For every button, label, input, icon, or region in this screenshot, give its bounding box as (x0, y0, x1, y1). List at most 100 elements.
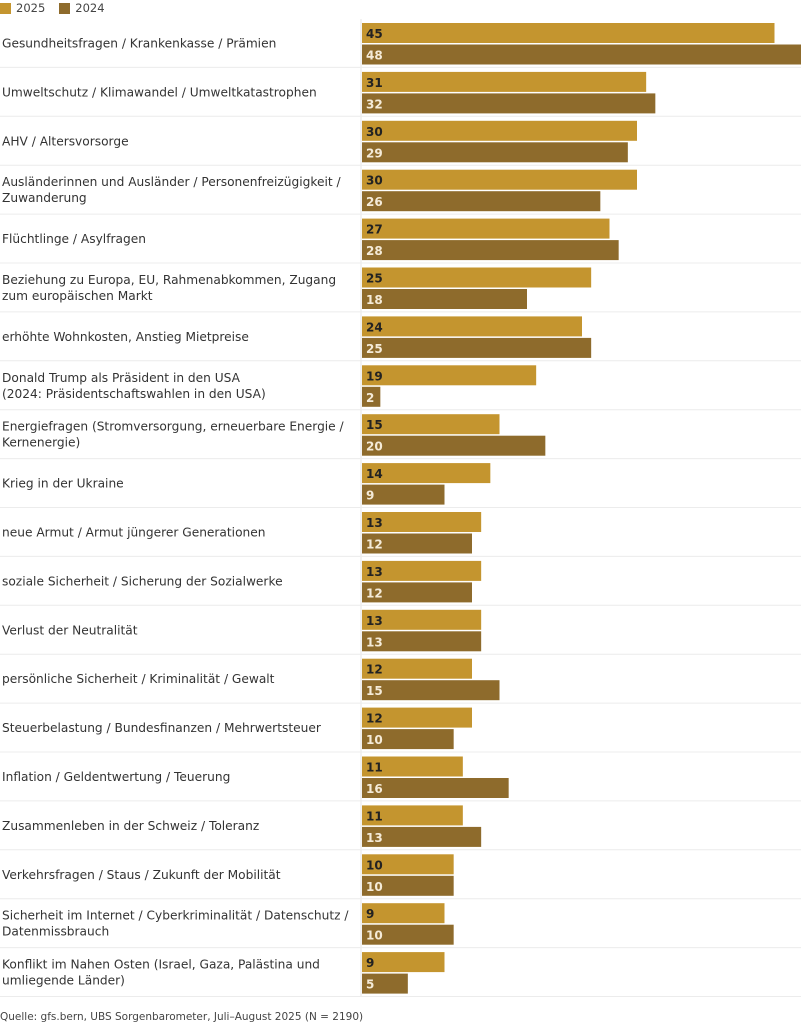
bar-2024 (362, 142, 628, 163)
source-note: Quelle: gfs.bern, UBS Sorgenbarometer, J… (0, 1011, 364, 1023)
bar-2025 (362, 71, 647, 92)
data-label-2025: 12 (366, 663, 383, 677)
category-label-line: Donald Trump als Präsident in den USA (2, 371, 241, 385)
bar-2025 (362, 218, 610, 239)
bar-2025 (362, 316, 582, 337)
category-label-line: (2024: Präsidentschaftswahlen in den USA… (2, 387, 266, 401)
bar-2024 (362, 680, 500, 701)
bar-2024 (362, 240, 619, 261)
category-label: Zusammenleben in der Schweiz / Toleranz (2, 819, 259, 833)
bar-2025 (362, 805, 463, 826)
data-label-2025: 11 (366, 809, 383, 823)
data-label-2024: 32 (366, 97, 383, 111)
data-label-2025: 15 (366, 418, 383, 432)
data-label-2024: 28 (366, 244, 383, 258)
category-label: Sicherheit im Internet / Cyberkriminalit… (2, 909, 349, 939)
category-label-line: Krieg in der Ukraine (2, 477, 124, 491)
data-label-2025: 12 (366, 712, 383, 726)
category-label: Flüchtlinge / Asylfragen (2, 232, 146, 246)
data-label-2024: 29 (366, 146, 383, 160)
data-label-2024: 48 (366, 49, 383, 63)
category-label: Konflikt im Nahen Osten (Israel, Gaza, P… (2, 958, 320, 988)
category-label-line: Energiefragen (Stromversorgung, erneuerb… (2, 420, 345, 434)
data-label-2024: 12 (366, 538, 383, 552)
category-label-line: soziale Sicherheit / Sicherung der Sozia… (2, 574, 283, 588)
category-label-line: Flüchtlinge / Asylfragen (2, 232, 146, 246)
bar-2025 (362, 414, 500, 435)
bar-2024 (362, 337, 592, 358)
category-label: persönliche Sicherheit / Kriminalität / … (2, 672, 275, 686)
bar-2025 (362, 903, 445, 924)
data-label-2024: 15 (366, 684, 383, 698)
data-label-2024: 2 (366, 391, 374, 405)
data-label-2024: 9 (366, 489, 374, 503)
bar-2024 (362, 778, 509, 798)
data-label-2024: 13 (366, 831, 383, 845)
category-label-line: Konflikt im Nahen Osten (Israel, Gaza, P… (2, 958, 320, 972)
category-label-line: Beziehung zu Europa, EU, Rahmenabkommen,… (2, 273, 336, 287)
data-label-2025: 11 (366, 761, 383, 775)
data-label-2024: 10 (366, 880, 383, 894)
bar-2025 (362, 707, 472, 728)
category-label-line: Umweltschutz / Klimawandel / Umweltkatas… (2, 85, 317, 99)
data-label-2024: 13 (366, 635, 383, 649)
category-label-line: Sicherheit im Internet / Cyberkriminalit… (2, 909, 349, 923)
data-label-2025: 19 (366, 369, 383, 383)
legend-item-2024: 2024 (59, 1, 105, 15)
category-label-line: erhöhte Wohnkosten, Anstieg Mietpreise (2, 330, 249, 344)
legend: 2025 2024 (0, 0, 119, 16)
category-label: neue Armut / Armut jüngerer Generationen (2, 525, 265, 539)
bar-2024 (362, 875, 454, 896)
category-label-line: AHV / Altersvorsorge (2, 134, 129, 148)
bar-2025 (362, 560, 482, 581)
category-label: Umweltschutz / Klimawandel / Umweltkatas… (2, 85, 317, 99)
data-label-2024: 10 (366, 929, 383, 943)
bar-2025 (362, 23, 775, 43)
category-label: erhöhte Wohnkosten, Anstieg Mietpreise (2, 330, 249, 344)
category-label-line: Zusammenleben in der Schweiz / Toleranz (2, 819, 259, 833)
category-label-line: Datenmissbrauch (2, 925, 109, 939)
category-label: Gesundheitsfragen / Krankenkasse / Prämi… (2, 36, 276, 50)
legend-item-2025: 2025 (0, 1, 45, 15)
category-label-line: Verlust der Neutralität (2, 623, 138, 637)
bar-2024 (362, 484, 445, 505)
data-label-2025: 30 (366, 125, 383, 139)
bar-2024 (362, 191, 601, 212)
bar-2025 (362, 169, 637, 190)
category-label-line: neue Armut / Armut jüngerer Generationen (2, 525, 265, 539)
bar-2024 (362, 973, 408, 994)
data-label-2025: 25 (366, 272, 383, 286)
data-label-2024: 12 (366, 586, 383, 600)
legend-label-2025: 2025 (16, 1, 46, 15)
bar-2024 (362, 93, 656, 114)
category-label-line: Gesundheitsfragen / Krankenkasse / Prämi… (2, 36, 276, 50)
data-label-2024: 25 (366, 342, 383, 356)
legend-swatch-2025 (0, 2, 11, 14)
data-label-2025: 10 (366, 858, 383, 872)
category-label-line: persönliche Sicherheit / Kriminalität / … (2, 672, 275, 686)
data-label-2024: 5 (366, 978, 374, 992)
category-label-line: zum europäischen Markt (2, 289, 153, 303)
bar-2025 (362, 267, 592, 288)
category-label-line: Zuwanderung (2, 191, 87, 205)
bar-2024 (362, 631, 482, 652)
data-label-2025: 45 (366, 27, 383, 41)
bar-2025 (362, 854, 454, 875)
bar-2024 (362, 924, 454, 945)
data-label-2025: 24 (366, 320, 383, 334)
data-label-2025: 27 (366, 223, 383, 237)
category-label: Inflation / Geldentwertung / Teuerung (2, 770, 230, 784)
bar-2024 (362, 435, 546, 456)
category-label: soziale Sicherheit / Sicherung der Sozia… (2, 574, 283, 588)
bar-2025 (362, 952, 445, 973)
category-label-line: Inflation / Geldentwertung / Teuerung (2, 770, 230, 784)
bar-2025 (362, 120, 637, 141)
data-label-2025: 30 (366, 174, 383, 188)
bar-2024 (362, 289, 527, 309)
category-label-line: Steuerbelastung / Bundesfinanzen / Mehrw… (2, 721, 322, 735)
category-label: Energiefragen (Stromversorgung, erneuerb… (2, 420, 345, 450)
legend-label-2024: 2024 (75, 1, 105, 15)
category-label: Steuerbelastung / Bundesfinanzen / Mehrw… (2, 721, 322, 735)
bar-2024 (362, 826, 482, 847)
